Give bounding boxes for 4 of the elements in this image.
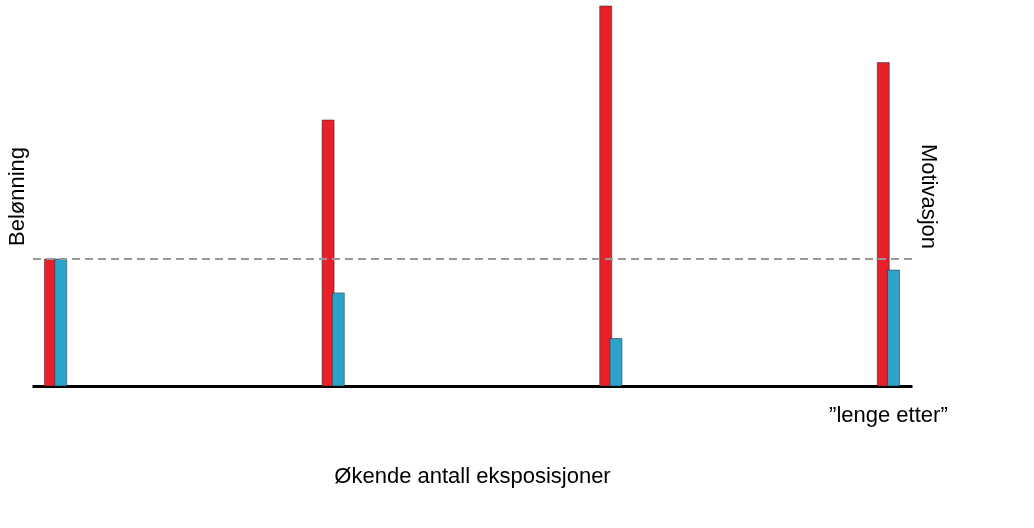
x-tick-label: ”lenge etter”: [829, 401, 948, 427]
y-axis-title: Belønning: [3, 146, 29, 247]
y2-axis-title: Motivasjon: [916, 143, 942, 250]
x-axis-title: Økende antall eksposisjoner: [334, 462, 611, 488]
